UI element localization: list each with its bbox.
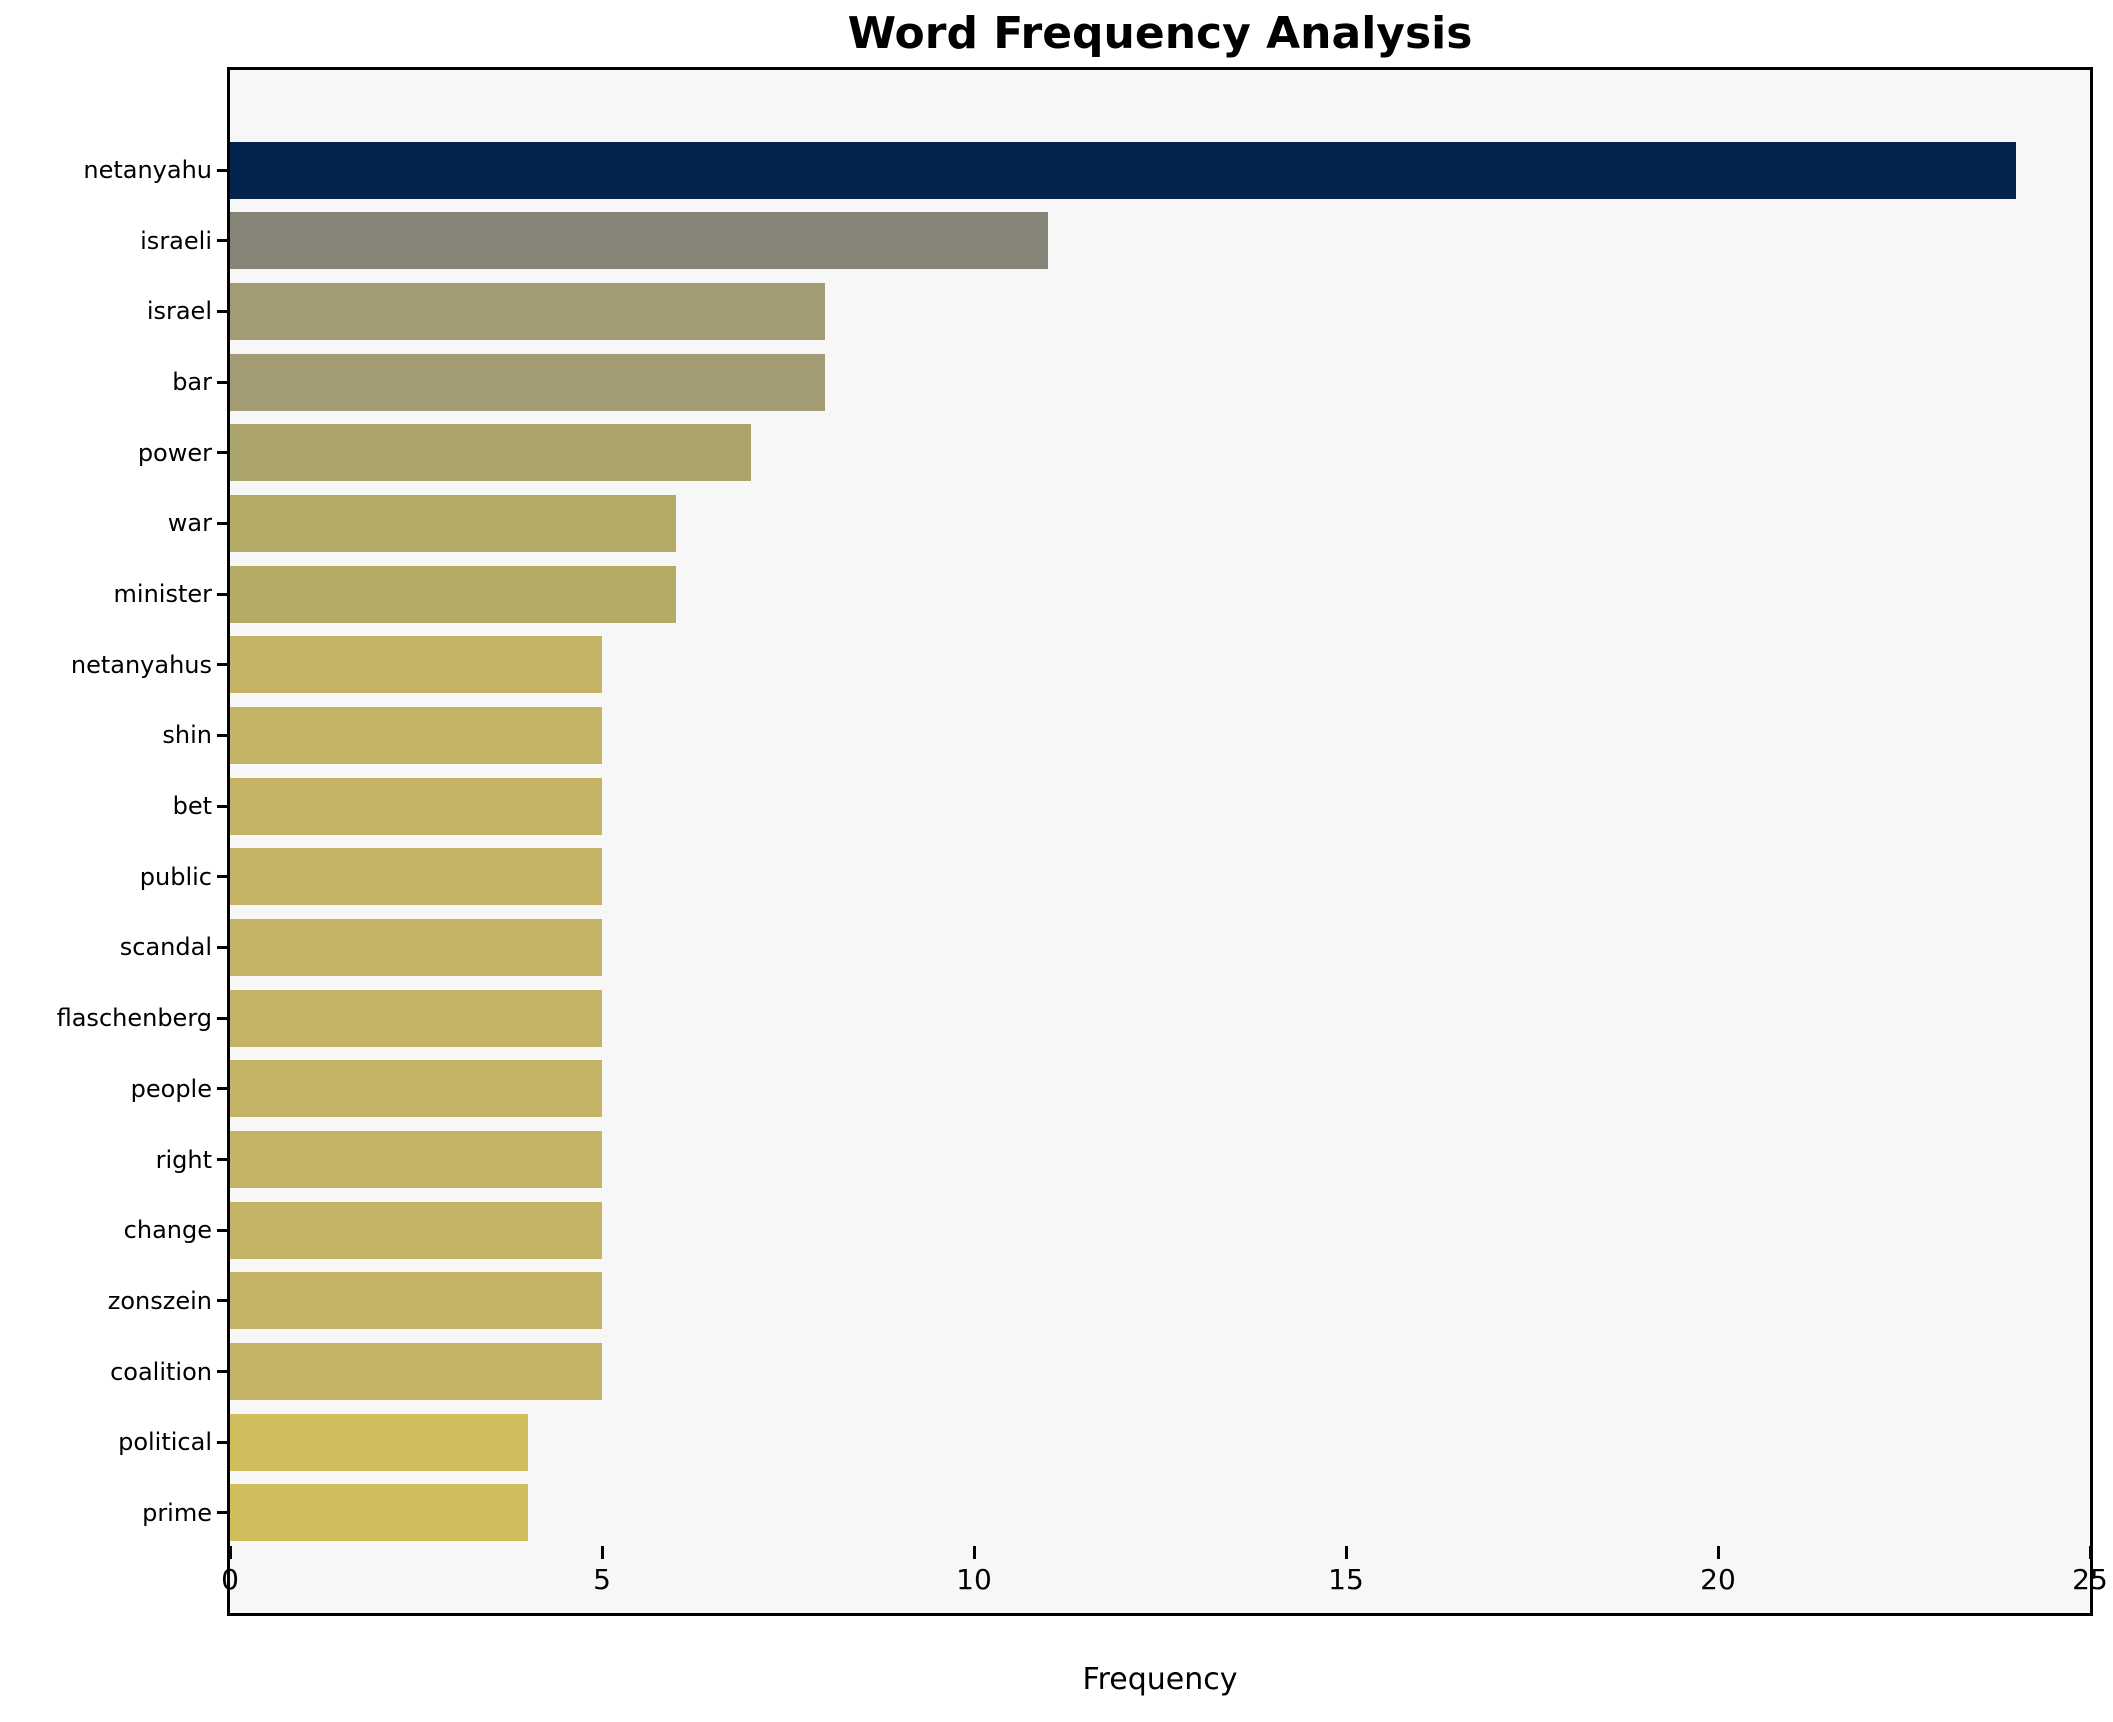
x-axis-label: Frequency	[1082, 1662, 1238, 1697]
y-axis-tick	[217, 592, 230, 596]
bar-change	[230, 1201, 602, 1259]
y-tick-label-netanyahu: netanyahu	[83, 156, 212, 184]
bar-flaschenberg	[230, 989, 602, 1047]
y-axis-tick	[217, 875, 230, 879]
x-axis-tick	[600, 1546, 604, 1559]
x-axis-tick	[228, 1546, 232, 1559]
y-tick-label-bar: bar	[172, 368, 212, 397]
x-tick-label-25: 25	[2072, 1563, 2108, 1596]
bar-scandal	[230, 918, 602, 976]
bar-power	[230, 424, 751, 482]
bar-zonszein	[230, 1272, 602, 1330]
y-tick-label-zonszein: zonszein	[107, 1286, 212, 1315]
x-axis-tick	[1344, 1546, 1348, 1559]
x-axis-tick	[972, 1546, 976, 1559]
x-tick-label-15: 15	[1328, 1563, 1364, 1596]
y-axis-tick	[217, 1228, 230, 1232]
y-tick-label-israeli: israeli	[140, 226, 212, 255]
y-tick-label-political: political	[118, 1428, 212, 1457]
y-tick-label-war: war	[167, 509, 212, 538]
bar-right	[230, 1131, 602, 1189]
y-tick-label-flaschenberg: flaschenberg	[56, 1004, 212, 1033]
x-tick-label-20: 20	[1700, 1563, 1736, 1596]
y-tick-label-people: people	[130, 1074, 212, 1103]
y-tick-label-prime: prime	[142, 1498, 212, 1527]
y-axis-tick	[217, 1299, 230, 1303]
bar-israeli	[230, 212, 1049, 270]
bar-war	[230, 494, 677, 552]
x-axis-tick	[1716, 1546, 1720, 1559]
y-axis-tick	[217, 309, 230, 313]
x-tick-label-10: 10	[956, 1563, 992, 1596]
bar-bet	[230, 777, 602, 835]
y-tick-label-bet: bet	[172, 792, 212, 821]
y-axis-tick	[217, 1158, 230, 1162]
x-axis-tick	[2088, 1546, 2092, 1559]
y-axis-tick	[217, 521, 230, 525]
y-axis-tick	[217, 1016, 230, 1020]
y-axis-tick	[217, 1440, 230, 1444]
y-axis-tick	[217, 1087, 230, 1091]
y-tick-label-scandal: scandal	[119, 933, 212, 962]
y-tick-label-power: power	[137, 438, 212, 467]
y-tick-label-minister: minister	[113, 580, 212, 609]
y-axis-tick	[217, 733, 230, 737]
y-tick-label-coalition: coalition	[110, 1357, 212, 1386]
bar-minister	[230, 565, 677, 623]
y-axis-tick	[217, 945, 230, 949]
y-tick-label-right: right	[155, 1145, 212, 1174]
bar-prime	[230, 1484, 528, 1542]
plot-area: netanyahu israeli israel bar power war ministe…	[57, 70, 2090, 1613]
y-tick-label-public: public	[139, 862, 212, 891]
bar-netanyahu	[230, 141, 2016, 199]
y-tick-label-shin: shin	[162, 721, 212, 750]
y-axis-tick	[217, 451, 230, 455]
y-axis-tick	[217, 1370, 230, 1374]
y-tick-label-israel: israel	[146, 297, 212, 326]
y-axis-tick	[217, 239, 230, 243]
x-tick-label-5: 5	[593, 1563, 611, 1596]
bar-shin	[230, 706, 602, 764]
bar-public	[230, 848, 602, 906]
bar-political	[230, 1413, 528, 1471]
bar-people	[230, 1060, 602, 1118]
x-tick-label-0: 0	[221, 1563, 239, 1596]
y-tick-label-netanyahus: netanyahus	[70, 650, 212, 679]
chart-title: Word Frequency Analysis	[847, 8, 1473, 59]
y-axis-tick	[217, 663, 230, 667]
y-axis-tick	[217, 804, 230, 808]
y-axis-tick	[217, 168, 230, 172]
y-axis-tick	[217, 380, 230, 384]
bar-israel	[230, 282, 826, 340]
bar-bar	[230, 353, 826, 411]
bar-coalition	[230, 1343, 602, 1401]
y-tick-label-change: change	[123, 1216, 212, 1245]
y-axis-tick	[217, 1511, 230, 1515]
bar-netanyahus	[230, 636, 602, 694]
